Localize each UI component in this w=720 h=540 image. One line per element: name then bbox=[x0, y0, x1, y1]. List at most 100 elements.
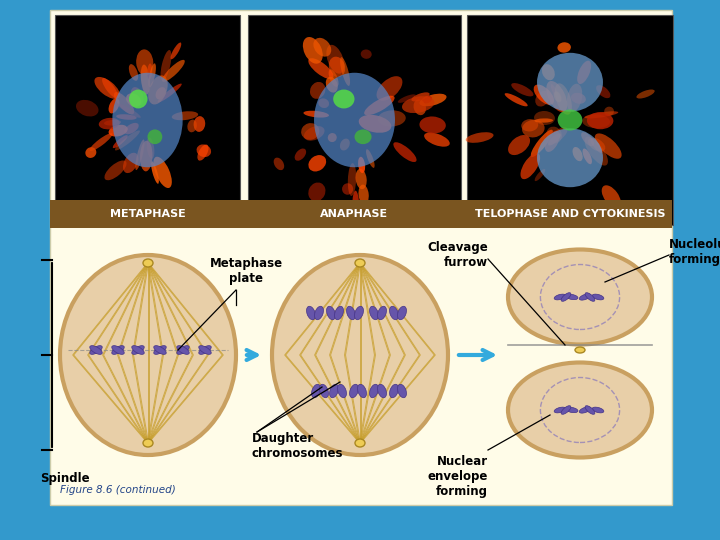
Ellipse shape bbox=[312, 384, 320, 398]
Bar bbox=[55, 15, 240, 225]
Ellipse shape bbox=[535, 91, 549, 106]
Ellipse shape bbox=[114, 92, 134, 114]
Ellipse shape bbox=[377, 384, 387, 398]
Ellipse shape bbox=[318, 98, 329, 108]
Ellipse shape bbox=[561, 406, 571, 414]
Ellipse shape bbox=[580, 294, 590, 300]
Ellipse shape bbox=[587, 112, 613, 129]
Ellipse shape bbox=[424, 132, 450, 147]
Ellipse shape bbox=[377, 76, 402, 100]
Ellipse shape bbox=[94, 77, 120, 99]
Ellipse shape bbox=[333, 90, 354, 109]
Ellipse shape bbox=[542, 64, 555, 80]
Ellipse shape bbox=[577, 60, 591, 84]
Ellipse shape bbox=[349, 384, 359, 398]
Text: Nuclear
envelope
forming: Nuclear envelope forming bbox=[428, 455, 488, 498]
Ellipse shape bbox=[366, 149, 374, 168]
Ellipse shape bbox=[348, 163, 356, 196]
Ellipse shape bbox=[393, 142, 417, 162]
Ellipse shape bbox=[274, 158, 284, 170]
Ellipse shape bbox=[369, 384, 379, 398]
Ellipse shape bbox=[301, 123, 320, 140]
Ellipse shape bbox=[397, 306, 407, 320]
Ellipse shape bbox=[355, 439, 365, 447]
Ellipse shape bbox=[602, 185, 621, 208]
Ellipse shape bbox=[567, 84, 582, 112]
Ellipse shape bbox=[141, 65, 150, 94]
Ellipse shape bbox=[294, 148, 306, 161]
Ellipse shape bbox=[328, 69, 338, 87]
Ellipse shape bbox=[535, 169, 545, 181]
Ellipse shape bbox=[330, 384, 338, 398]
Ellipse shape bbox=[197, 145, 209, 161]
Ellipse shape bbox=[364, 96, 395, 115]
Ellipse shape bbox=[171, 43, 181, 59]
Ellipse shape bbox=[327, 306, 336, 320]
Ellipse shape bbox=[303, 37, 323, 64]
Ellipse shape bbox=[551, 84, 559, 100]
Text: Cleavage
furrow: Cleavage furrow bbox=[427, 241, 488, 269]
Ellipse shape bbox=[113, 135, 127, 148]
Ellipse shape bbox=[156, 87, 166, 99]
Ellipse shape bbox=[158, 84, 181, 103]
Ellipse shape bbox=[117, 104, 140, 118]
Ellipse shape bbox=[420, 94, 446, 106]
Ellipse shape bbox=[304, 126, 325, 141]
Ellipse shape bbox=[326, 45, 344, 73]
Ellipse shape bbox=[148, 76, 168, 104]
Ellipse shape bbox=[303, 111, 329, 118]
Ellipse shape bbox=[112, 346, 125, 354]
Ellipse shape bbox=[505, 93, 528, 106]
Ellipse shape bbox=[582, 114, 610, 128]
Ellipse shape bbox=[397, 94, 415, 103]
Ellipse shape bbox=[129, 64, 138, 81]
Ellipse shape bbox=[355, 259, 365, 267]
Ellipse shape bbox=[508, 135, 530, 155]
Ellipse shape bbox=[148, 130, 162, 144]
Ellipse shape bbox=[154, 346, 166, 354]
Ellipse shape bbox=[534, 111, 555, 125]
Ellipse shape bbox=[390, 384, 398, 398]
Ellipse shape bbox=[162, 60, 185, 82]
Ellipse shape bbox=[90, 346, 102, 354]
Ellipse shape bbox=[531, 130, 553, 157]
Ellipse shape bbox=[534, 85, 554, 105]
Ellipse shape bbox=[358, 157, 365, 173]
Text: Spindle: Spindle bbox=[40, 472, 89, 485]
Ellipse shape bbox=[112, 73, 183, 167]
Ellipse shape bbox=[320, 384, 328, 398]
Ellipse shape bbox=[358, 384, 366, 398]
Ellipse shape bbox=[307, 306, 315, 320]
Ellipse shape bbox=[521, 119, 539, 131]
Ellipse shape bbox=[420, 117, 446, 133]
Ellipse shape bbox=[537, 53, 603, 112]
Ellipse shape bbox=[581, 132, 594, 146]
Ellipse shape bbox=[86, 147, 96, 158]
Ellipse shape bbox=[580, 407, 590, 413]
Ellipse shape bbox=[313, 38, 331, 57]
Ellipse shape bbox=[596, 85, 611, 98]
Ellipse shape bbox=[125, 123, 139, 134]
Ellipse shape bbox=[148, 63, 156, 87]
Ellipse shape bbox=[199, 346, 211, 354]
Ellipse shape bbox=[422, 96, 432, 104]
Ellipse shape bbox=[595, 133, 621, 159]
Ellipse shape bbox=[76, 100, 99, 117]
Ellipse shape bbox=[60, 255, 236, 455]
Ellipse shape bbox=[548, 127, 567, 144]
Ellipse shape bbox=[378, 110, 406, 126]
Ellipse shape bbox=[377, 306, 387, 320]
Ellipse shape bbox=[575, 347, 585, 353]
Ellipse shape bbox=[369, 306, 379, 320]
Ellipse shape bbox=[172, 111, 198, 120]
Bar bbox=[50, 200, 672, 228]
Ellipse shape bbox=[585, 137, 608, 166]
Ellipse shape bbox=[154, 346, 166, 354]
Ellipse shape bbox=[354, 306, 364, 320]
Ellipse shape bbox=[135, 139, 145, 170]
Text: Figure 8.6 (continued): Figure 8.6 (continued) bbox=[60, 485, 176, 495]
Ellipse shape bbox=[325, 77, 338, 93]
Ellipse shape bbox=[585, 406, 595, 414]
Ellipse shape bbox=[340, 139, 350, 151]
Ellipse shape bbox=[346, 306, 356, 320]
